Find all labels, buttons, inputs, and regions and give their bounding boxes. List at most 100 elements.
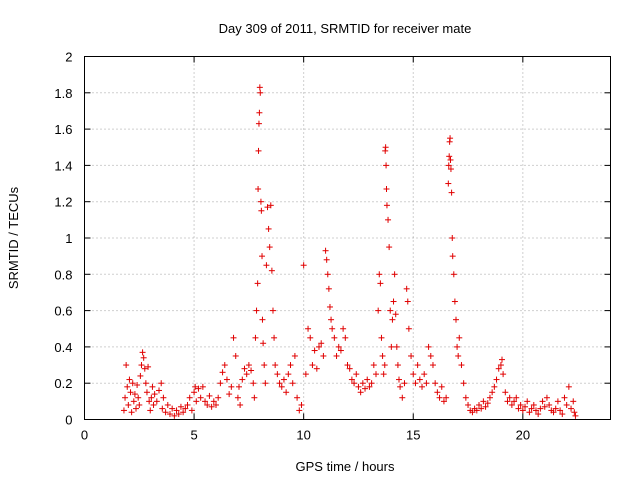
data-point: [397, 383, 404, 390]
data-point: [368, 380, 375, 387]
data-point: [554, 398, 561, 405]
data-point: [137, 372, 144, 379]
data-point: [184, 401, 191, 408]
data-point: [440, 398, 447, 405]
y-tick-label: 0: [65, 413, 72, 428]
data-point: [476, 401, 482, 408]
data-point: [131, 391, 138, 398]
data-point: [383, 202, 390, 209]
data-point: [325, 285, 332, 292]
data-point: [427, 352, 434, 359]
data-point: [193, 398, 200, 405]
data-point: [252, 334, 259, 341]
data-point: [403, 285, 410, 292]
data-point: [326, 303, 333, 310]
data-point: [265, 225, 272, 232]
data-point: [182, 405, 189, 412]
data-point: [379, 352, 386, 359]
data-point: [261, 362, 268, 369]
data-point: [391, 271, 398, 278]
data-point: [450, 271, 457, 278]
data-point: [289, 380, 296, 387]
data-point: [140, 354, 147, 361]
y-tick-label: 0.6: [54, 304, 72, 319]
data-point: [258, 207, 265, 214]
data-point: [263, 262, 270, 269]
y-tick-label: 0.8: [54, 267, 72, 282]
data-point: [232, 352, 239, 359]
data-point: [159, 405, 166, 412]
data-point: [331, 334, 338, 341]
data-point: [473, 407, 480, 414]
data-point: [226, 391, 233, 398]
data-point: [541, 403, 548, 410]
data-point: [264, 204, 271, 211]
data-point: [423, 380, 430, 387]
data-point: [359, 380, 366, 387]
data-point: [248, 367, 255, 374]
data-point: [148, 394, 155, 401]
data-point: [120, 407, 127, 414]
data-point: [489, 389, 496, 396]
data-point: [283, 389, 290, 396]
data-point: [537, 405, 544, 412]
data-point: [543, 394, 550, 401]
data-point: [266, 244, 273, 251]
data-point: [186, 394, 193, 401]
data-point: [563, 401, 570, 408]
data-point: [188, 407, 195, 414]
data-point: [255, 120, 262, 127]
data-point: [337, 347, 344, 354]
data-point: [508, 401, 515, 408]
data-point: [253, 307, 260, 314]
data-point: [565, 383, 572, 390]
data-point: [480, 398, 487, 405]
data-point: [153, 398, 160, 405]
data-point: [311, 347, 318, 354]
data-point: [272, 362, 279, 369]
x-tick-label: 15: [406, 428, 420, 443]
data-point: [156, 387, 163, 394]
data-point: [412, 380, 419, 387]
data-point: [250, 380, 257, 387]
data-point: [268, 267, 275, 274]
data-point: [143, 389, 150, 396]
data-point: [378, 334, 385, 341]
data-point: [322, 247, 329, 254]
data-point: [255, 185, 262, 192]
data-point: [499, 356, 506, 363]
data-point: [305, 325, 312, 332]
data-point: [385, 216, 392, 223]
data-point: [192, 383, 199, 390]
data-point: [389, 316, 396, 323]
x-axis-label: GPS time / hours: [296, 459, 395, 474]
data-point: [486, 394, 493, 401]
data-point: [164, 401, 171, 408]
data-point: [388, 343, 395, 350]
data-point: [133, 405, 140, 412]
y-tick-label: 1.8: [54, 86, 72, 101]
data-point: [530, 401, 537, 408]
data-point: [535, 411, 542, 418]
data-point: [355, 383, 362, 390]
data-point: [255, 147, 262, 154]
data-point: [425, 343, 432, 350]
data-point: [160, 394, 167, 401]
data-point: [287, 362, 294, 369]
data-point: [206, 392, 213, 399]
data-point: [572, 412, 579, 419]
x-tick-label: 5: [190, 428, 197, 443]
y-tick-label: 0.4: [54, 340, 72, 355]
data-point: [280, 376, 287, 383]
data-point: [484, 400, 491, 407]
data-point: [230, 334, 237, 341]
data-point: [513, 394, 520, 401]
data-point: [202, 398, 209, 405]
data-point: [126, 376, 133, 383]
data-point: [213, 401, 219, 408]
data-point: [269, 307, 276, 314]
data-point: [382, 144, 389, 151]
data-point: [173, 407, 180, 414]
data-point: [399, 394, 406, 401]
